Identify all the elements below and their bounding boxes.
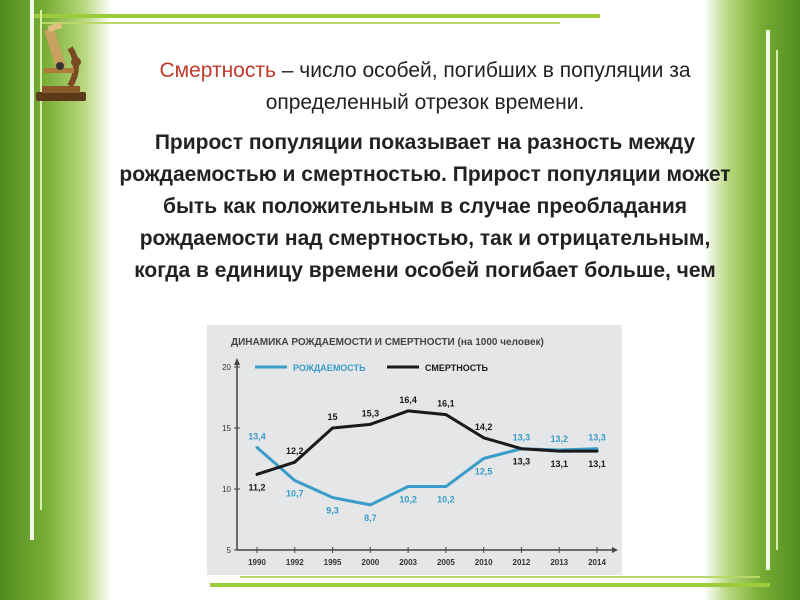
death-data-label: 14,2	[475, 422, 493, 432]
x-tick-label: 2000	[361, 558, 379, 567]
y-tick-label: 5	[227, 546, 232, 555]
birth-point	[293, 478, 297, 482]
death-point	[482, 436, 486, 440]
birth-data-label: 13,3	[513, 433, 531, 443]
bottom-accent-bar-thin	[240, 576, 760, 578]
death-data-label: 13,1	[550, 459, 568, 469]
death-line	[256, 409, 597, 476]
x-tick-label: 2013	[550, 558, 568, 567]
death-point	[406, 409, 410, 413]
birth-data-label: 13,4	[248, 432, 266, 442]
legend-birth-label: РОЖДАЕМОСТЬ	[293, 363, 366, 373]
death-point	[331, 426, 335, 430]
death-point	[368, 422, 372, 426]
death-point	[519, 447, 523, 451]
top-accent-bar-thin	[40, 22, 560, 24]
death-data-label: 15	[328, 412, 338, 422]
death-point	[255, 472, 259, 476]
birth-data-label: 10,7	[286, 488, 304, 498]
mortality-term: Смертность	[159, 59, 276, 82]
x-tick-label: 2010	[475, 558, 493, 567]
birth-data-label: 10,2	[399, 495, 417, 505]
birth-point	[368, 503, 372, 507]
death-point	[293, 460, 297, 464]
birth-data-label: 12,5	[475, 467, 493, 477]
microscope-icon	[36, 22, 86, 101]
left-vertical-line	[30, 0, 34, 540]
x-tick-label: 1990	[248, 558, 266, 567]
x-tick-label: 1992	[286, 558, 304, 567]
x-tick-label: 1995	[324, 558, 342, 567]
top-accent-bar	[30, 14, 600, 18]
y-tick-label: 15	[222, 424, 231, 433]
legend-death-label: СМЕРТНОСТЬ	[425, 363, 489, 373]
right-gradient-border	[704, 0, 800, 600]
death-point	[444, 413, 448, 417]
birth-point	[444, 485, 448, 489]
chart-title: ДИНАМИКА РОЖДАЕМОСТИ И СМЕРТНОСТИ (на 10…	[231, 337, 544, 348]
death-data-label: 13,1	[588, 459, 606, 469]
birth-point	[595, 447, 599, 451]
death-data-label: 13,3	[513, 457, 531, 467]
death-data-label: 16,4	[399, 395, 417, 405]
x-tick-label: 2005	[437, 558, 455, 567]
mortality-definition-text: – число особей, погибших в популяции за …	[265, 59, 691, 114]
birth-point	[331, 496, 335, 500]
bottom-accent-bar	[210, 583, 770, 587]
slide-text: Смертность – число особей, погибших в по…	[110, 55, 740, 287]
chart-axes: 5 10 15 20 1990 1992 1995 2000 2003 2005 2010 2012 2…	[222, 358, 618, 567]
y-tick-label: 10	[222, 485, 231, 494]
x-tick-label: 2012	[513, 558, 531, 567]
right-vertical-line-thin	[776, 50, 778, 550]
birth-data-label: 9,3	[326, 506, 339, 516]
left-vertical-line-thin	[40, 10, 42, 510]
birth-point	[255, 446, 259, 450]
chart-svg: ДИНАМИКА РОЖДАЕМОСТИ И СМЕРТНОСТИ (на 10…	[222, 337, 618, 567]
birth-death-chart: ДИНАМИКА РОЖДАЕМОСТИ И СМЕРТНОСТИ (на 10…	[207, 325, 622, 575]
x-tick-label: 2014	[588, 558, 606, 567]
birth-point	[406, 485, 410, 489]
death-data-label: 16,1	[437, 399, 455, 409]
death-data-label: 12,2	[286, 446, 304, 456]
chart-series: 13,4 10,7 9,3 8,7 10,2 10,2 12,5 13,3 13,2 13,3 11…	[248, 395, 606, 523]
y-tick-label: 20	[222, 363, 231, 372]
death-data-label: 15,3	[362, 408, 380, 418]
death-point	[557, 449, 561, 453]
birth-data-label: 13,2	[550, 434, 568, 444]
x-axis-arrow	[612, 547, 618, 553]
x-tick-label: 2003	[399, 558, 417, 567]
death-data-label: 11,2	[248, 482, 265, 492]
population-growth-paragraph: Прирост популяции показывает на разность…	[119, 131, 731, 282]
birth-data-label: 8,7	[364, 513, 377, 523]
birth-data-label: 10,2	[437, 495, 455, 505]
death-point	[595, 449, 599, 453]
mortality-definition: Смертность – число особей, погибших в по…	[110, 55, 740, 119]
y-axis-arrow	[234, 358, 240, 365]
birth-point	[482, 457, 486, 460]
birth-data-label: 13,3	[588, 433, 606, 443]
right-vertical-line	[766, 30, 770, 570]
birth-line	[256, 446, 598, 507]
